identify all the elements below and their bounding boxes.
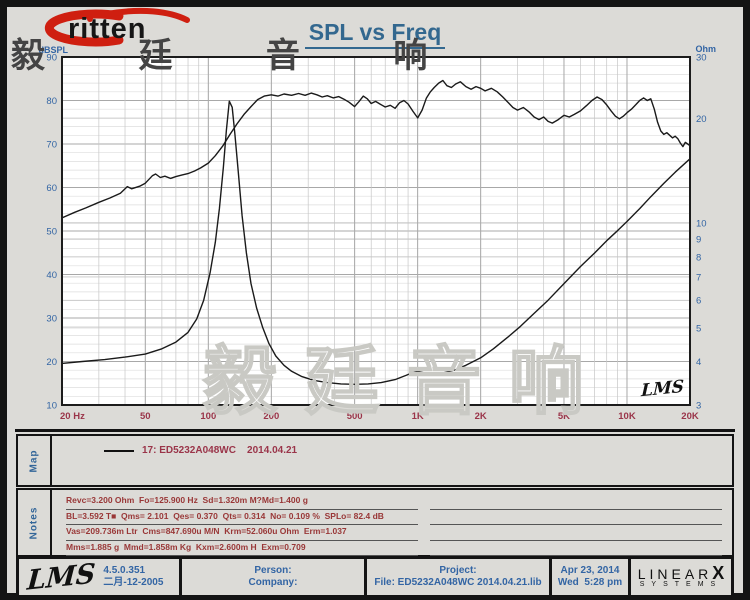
- brand-logo: ritten: [21, 7, 211, 53]
- right-tick-label: 4: [696, 357, 701, 368]
- x-tick-label: 5K: [558, 411, 570, 422]
- note-line-2: BL=3.592 T■ Qms= 2.101 Qes= 0.370 Qts= 0…: [66, 510, 418, 525]
- legend-line-swatch: [104, 449, 134, 452]
- project-label: Project:: [439, 565, 477, 576]
- plot-border: [61, 56, 691, 406]
- map-panel-body: 17: ED5232A048WC 2014.04.21: [52, 436, 732, 485]
- legend-row: 17: ED5232A048WC 2014.04.21: [104, 445, 297, 456]
- x-tick-label: 100: [200, 411, 216, 422]
- note-blank-line: [430, 541, 722, 556]
- file-label: File: ED5232A048WC 2014.04.21.lib: [374, 577, 542, 588]
- x-tick-label: 1K: [412, 411, 424, 422]
- right-tick-label: 20: [696, 114, 707, 125]
- x-tick-label: 2K: [475, 411, 487, 422]
- right-tick-label: 30: [696, 53, 707, 64]
- logo-i-dot-icon: [87, 16, 93, 22]
- note-blank-line: [430, 494, 722, 510]
- left-tick-label: 30: [46, 314, 57, 325]
- right-tick-label: 8: [696, 252, 701, 263]
- notes-panel-label: Notes: [18, 490, 52, 555]
- logo-swoosh-icon: [44, 7, 190, 47]
- spl-curve: [62, 79, 690, 219]
- map-panel: Map 17: ED5232A048WC 2014.04.21: [16, 434, 734, 487]
- note-line-4: Mms=1.885 g Mmd=1.858m Kg Kxm=2.600m H E…: [66, 541, 418, 556]
- impedance-curve: [62, 100, 690, 385]
- x-tick-label: 200: [263, 411, 279, 422]
- linearx-systems: SYSTEMS: [639, 580, 723, 588]
- divider-rule: [15, 429, 735, 432]
- right-tick-label: 3: [696, 401, 701, 412]
- right-tick-label: 5: [696, 323, 701, 334]
- right-tick-label: 6: [696, 296, 701, 307]
- footer-person-cell: Person: Company:: [182, 559, 367, 595]
- left-tick-label: 60: [46, 183, 57, 194]
- left-tick-label: 40: [46, 270, 57, 281]
- logo-text: ritten: [68, 13, 147, 45]
- right-tick-label: 10: [696, 219, 707, 230]
- right-tick-label: 7: [696, 272, 701, 283]
- person-label: Person:: [254, 565, 292, 576]
- notes-column-right: [430, 494, 722, 556]
- left-tick-label: 90: [46, 53, 57, 64]
- left-tick-label: 70: [46, 140, 57, 151]
- footer-linearx-cell: LINEARX SYSTEMS: [631, 559, 731, 595]
- lms-version-date: 二月-12-2005: [103, 577, 164, 588]
- left-tick-label: 80: [46, 96, 57, 107]
- date-text: Apr 23, 2014: [560, 565, 620, 576]
- left-axis-unit: dBSPL: [38, 45, 68, 55]
- footer-date-cell: Apr 23, 2014 Wed 5:28 pm: [552, 559, 631, 595]
- linearx-logo: LINEARX: [637, 562, 725, 583]
- x-tick-label: 10K: [618, 411, 636, 422]
- note-line-1: Revc=3.200 Ohm Fo=125.900 Hz Sd=1.320m M…: [66, 494, 418, 510]
- x-tick-label: 20K: [681, 411, 699, 422]
- note-blank-line: [430, 510, 722, 525]
- notes-panel-body: Revc=3.200 Ohm Fo=125.900 Hz Sd=1.320m M…: [52, 490, 732, 556]
- left-tick-label: 20: [46, 357, 57, 368]
- x-tick-label: 500: [347, 411, 363, 422]
- right-axis-unit: Ohm: [695, 44, 716, 54]
- notes-column-left: Revc=3.200 Ohm Fo=125.900 Hz Sd=1.320m M…: [66, 494, 418, 556]
- map-panel-label: Map: [18, 436, 52, 485]
- status-footer: LMS 4.5.0.351 二月-12-2005 Person: Company…: [16, 556, 734, 598]
- brand-chinese-text: 毅 廷 音 响: [11, 37, 470, 75]
- time-text: Wed 5:28 pm: [557, 577, 623, 588]
- lms-logo: LMS: [26, 559, 97, 595]
- company-label: Company:: [248, 577, 298, 588]
- footer-lms-cell: LMS 4.5.0.351 二月-12-2005: [19, 559, 182, 595]
- left-tick-label: 10: [46, 401, 57, 412]
- note-line-3: Vas=209.736m Ltr Cms=847.690u M/N Krm=52…: [66, 525, 418, 541]
- notes-panel: Notes Revc=3.200 Ohm Fo=125.900 Hz Sd=1.…: [16, 488, 734, 557]
- left-tick-label: 50: [46, 227, 57, 238]
- right-tick-label: 9: [696, 234, 701, 245]
- lms-version: 4.5.0.351: [103, 565, 146, 576]
- note-blank-line: [430, 525, 722, 541]
- footer-project-cell: Project: File: ED5232A048WC 2014.04.21.l…: [367, 559, 552, 595]
- x-tick-label: 20 Hz: [60, 411, 85, 422]
- linearx-x: X: [712, 562, 725, 583]
- x-tick-label: 50: [140, 411, 151, 422]
- legend-text: 17: ED5232A048WC 2014.04.21: [142, 445, 298, 456]
- chart-title: SPL vs Freq: [7, 19, 743, 49]
